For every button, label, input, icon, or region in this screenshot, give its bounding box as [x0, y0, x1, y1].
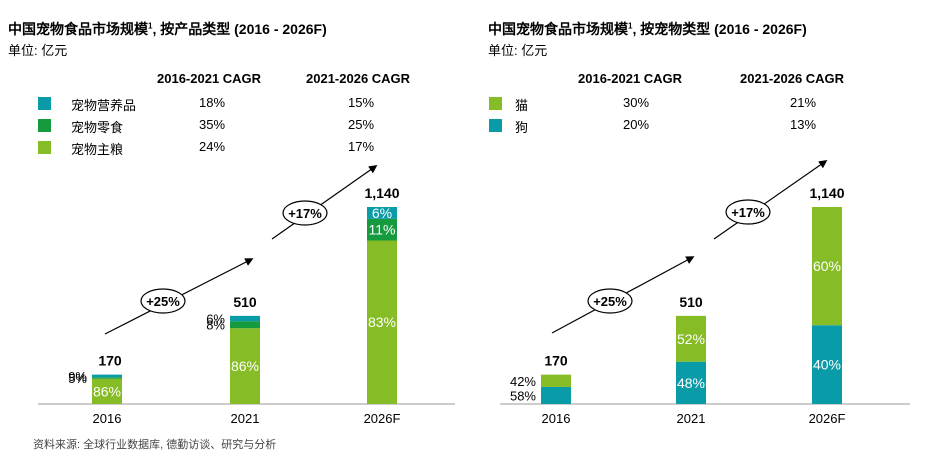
bar-segment-label: 83%	[368, 314, 396, 330]
bar-segment	[812, 207, 842, 326]
bar-segment-label: 5%	[68, 371, 87, 386]
growth-badge	[282, 200, 328, 226]
bar-segment	[92, 377, 122, 379]
bar-segment	[230, 328, 260, 404]
cagr-value: 25%	[348, 117, 375, 132]
cagr-value: 17%	[348, 139, 375, 154]
chart-panel-pet-type: 中国宠物食品市场规模1, 按宠物类型 (2016 - 2026F) 单位: 亿元…	[480, 0, 927, 430]
growth-arrow	[713, 160, 828, 240]
legend-item: 宠物零食 35% 25%	[38, 117, 438, 135]
cagr-value: 13%	[790, 117, 817, 132]
legend-item: 宠物营养品 18% 15%	[38, 95, 438, 113]
chart-panel-product-type: 中国宠物食品市场规模1, 按产品类型 (2016 - 2026F) 单位: 亿元…	[0, 0, 460, 430]
x-tick-label: 2021	[677, 411, 706, 426]
bar-segment-label: 6%	[372, 205, 392, 221]
unit-label: 单位: 亿元	[8, 43, 68, 58]
legend-item: 猫 30% 21%	[489, 95, 909, 113]
cagr-header-2016-2021: 2016-2021 CAGR	[157, 71, 262, 86]
bar-segment-label: 8%	[206, 318, 225, 333]
legend-label: 宠物营养品	[71, 98, 137, 113]
legend-label: 狗	[515, 120, 529, 135]
bar-segment	[541, 374, 571, 387]
x-tick-label: 2026F	[809, 411, 846, 426]
x-tick-label: 2016	[542, 411, 571, 426]
bar-total-label: 170	[98, 353, 122, 369]
bar-segment	[367, 207, 397, 219]
cagr-header-2021-2026: 2021-2026 CAGR	[740, 71, 845, 86]
legend-item: 宠物主粮 24% 17%	[38, 139, 438, 157]
chart-title: 中国宠物食品市场规模1, 按宠物类型 (2016 - 2026F)	[488, 21, 807, 37]
cagr-value: 35%	[199, 117, 226, 132]
legend-label: 宠物主粮	[71, 142, 124, 157]
legend-swatch	[38, 97, 51, 110]
cagr-value: 20%	[623, 117, 650, 132]
growth-label: +25%	[593, 294, 627, 309]
bar-segment-label: 58%	[510, 388, 536, 403]
x-tick-label: 2016	[93, 411, 122, 426]
bar-segment-label: 9%	[68, 369, 87, 384]
bar-segment-label: 40%	[813, 357, 841, 373]
legend-swatch	[38, 141, 51, 154]
growth-badge	[725, 199, 771, 225]
source-footnote: 资料来源: 全球行业数据库, 德勤访谈、研究与分析	[33, 439, 277, 451]
legend-label: 猫	[515, 98, 529, 113]
bar-segment	[676, 315, 706, 362]
unit-label: 单位: 亿元	[488, 43, 548, 58]
growth-label: +17%	[731, 205, 765, 220]
bar-segment-label: 86%	[93, 383, 121, 399]
bar-segment	[230, 321, 260, 329]
bar-segment	[92, 378, 122, 404]
bar-total-label: 1,140	[364, 185, 399, 201]
stacked-bar-chart: 86%5%9%170201686%8%6%510202183%11%6%1,14…	[38, 165, 455, 426]
bar-segment	[812, 325, 842, 404]
bar-segment-label: 60%	[813, 258, 841, 274]
cagr-value: 21%	[790, 95, 817, 110]
chart-title: 中国宠物食品市场规模1, 按产品类型 (2016 - 2026F)	[8, 21, 327, 37]
bar-segment-label: 86%	[231, 358, 259, 374]
legend-item: 狗 20% 13%	[489, 117, 909, 135]
bar-total-label: 1,140	[809, 185, 844, 201]
cagr-header-2021-2026: 2021-2026 CAGR	[306, 71, 411, 86]
cagr-value: 18%	[199, 95, 226, 110]
growth-badge	[140, 288, 186, 314]
bar-segment	[541, 386, 571, 404]
bar-segment-label: 11%	[369, 222, 396, 238]
legend-swatch	[489, 97, 502, 110]
bar-segment-label: 48%	[677, 375, 705, 391]
legend-swatch	[38, 119, 51, 132]
cagr-value: 15%	[348, 95, 375, 110]
bar-total-label: 170	[544, 353, 568, 369]
bar-segment	[92, 374, 122, 378]
bar-total-label: 510	[679, 294, 703, 310]
growth-arrow	[271, 165, 378, 240]
cagr-header-2016-2021: 2016-2021 CAGR	[578, 71, 683, 86]
bar-segment-label: 6%	[206, 312, 225, 327]
cagr-value: 30%	[623, 95, 650, 110]
cagr-value: 24%	[199, 139, 226, 154]
growth-label: +25%	[146, 294, 180, 309]
bar-segment	[367, 218, 397, 241]
bar-segment	[676, 361, 706, 404]
growth-label: +17%	[288, 206, 322, 221]
bar-segment	[230, 315, 260, 322]
bar-total-label: 510	[233, 294, 257, 310]
bar-segment	[367, 240, 397, 404]
x-tick-label: 2026F	[364, 411, 401, 426]
stacked-bar-chart: 58%42% 170 2016 48% 52% 510 2021 40% 60% 1,140 202…	[500, 160, 910, 426]
legend-label: 宠物零食	[71, 120, 124, 135]
bar-segment-label: 52%	[677, 331, 705, 347]
bar-segment-label: 42%	[510, 374, 536, 389]
growth-badge	[587, 288, 633, 314]
legend-swatch	[489, 119, 502, 132]
x-tick-label: 2021	[231, 411, 260, 426]
